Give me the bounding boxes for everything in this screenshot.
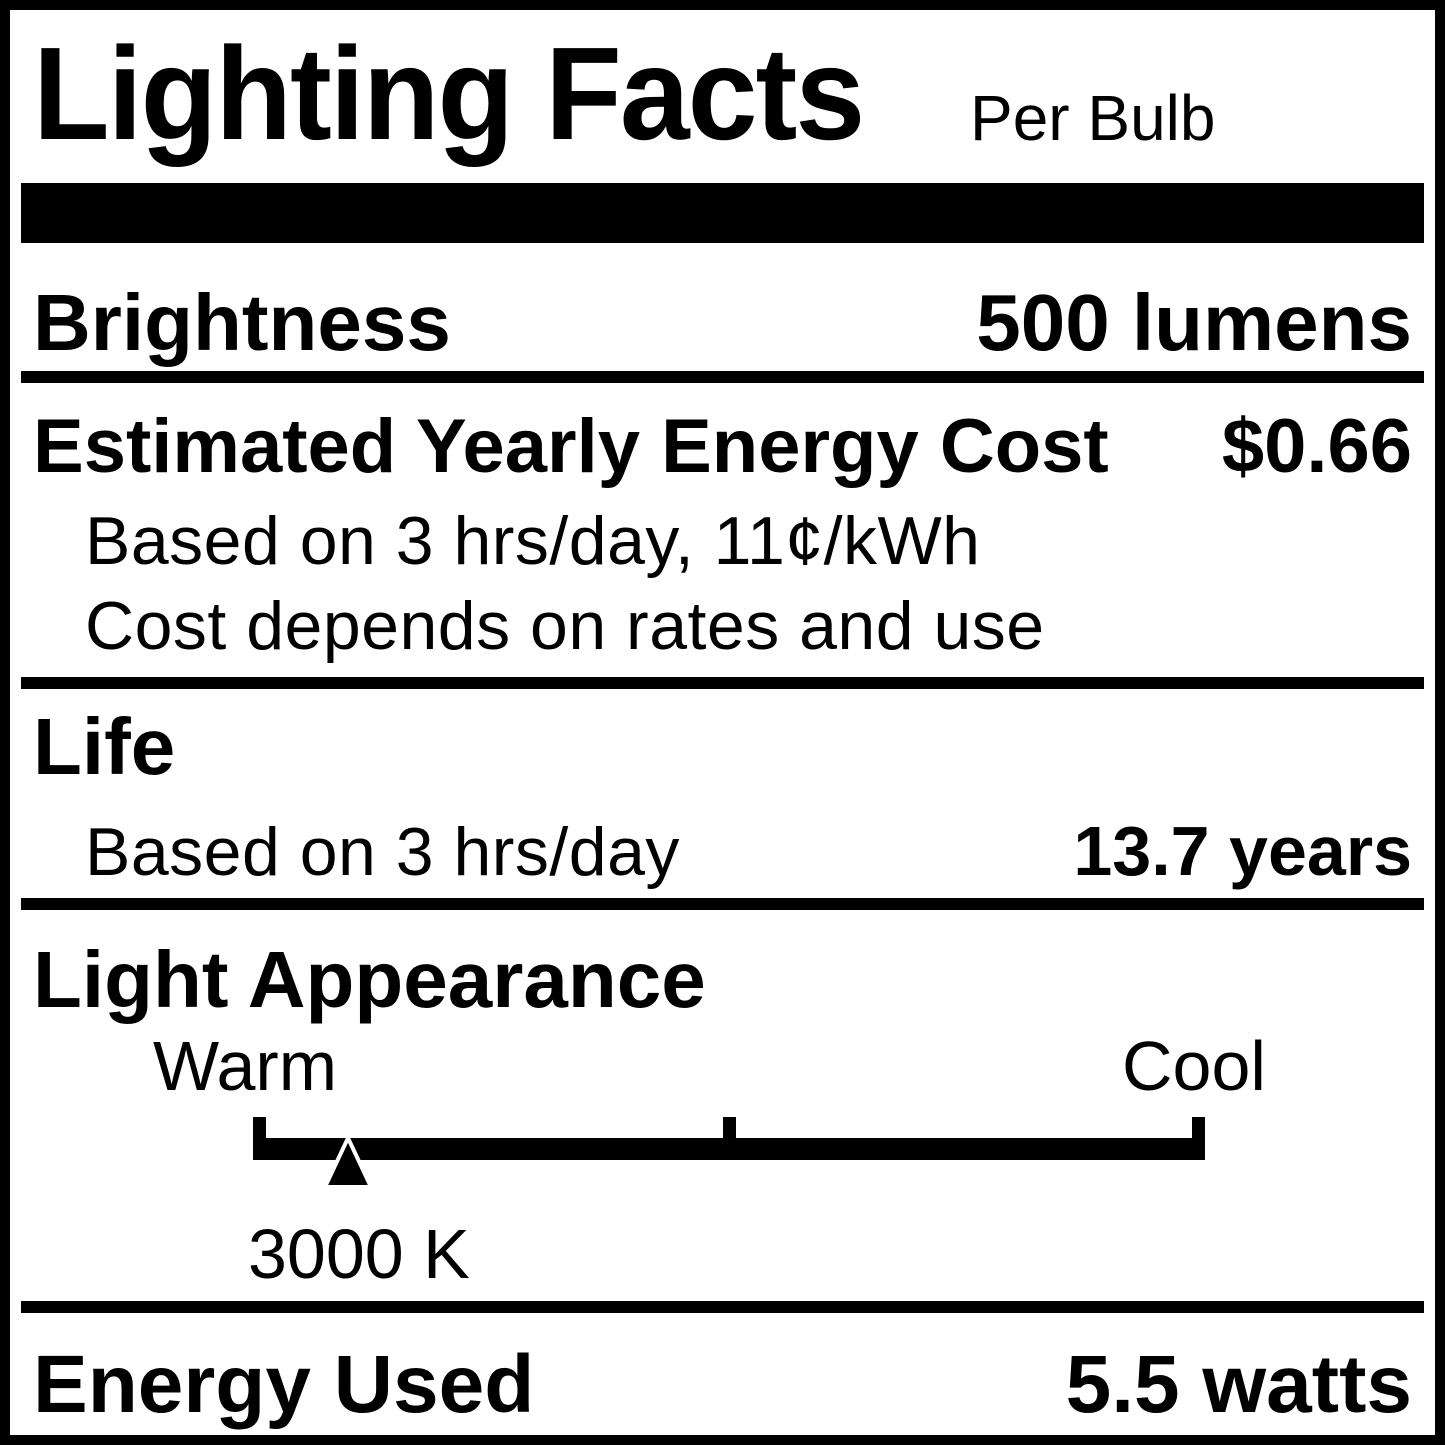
divider (21, 677, 1424, 689)
warm-label: Warm (153, 1027, 338, 1105)
title-separator-bar (21, 183, 1424, 243)
energy-used-value: 5.5 watts (1065, 1339, 1412, 1430)
brightness-label: Brightness (33, 278, 451, 367)
kelvin-pointer-icon (322, 1135, 375, 1189)
label-title-qualifier: Per Bulb (970, 82, 1216, 154)
light-appearance-label: Light Appearance (33, 935, 706, 1024)
divider (21, 371, 1424, 383)
energy-cost-basis-note: Based on 3 hrs/day, 11¢/kWh (85, 503, 981, 579)
energy-cost-disclaimer-note: Cost depends on rates and use (85, 588, 1045, 664)
label-title: Lighting Facts (33, 20, 865, 167)
brightness-row: Brightness 500 lumens (33, 277, 1412, 369)
brightness-value: 500 lumens (976, 278, 1412, 367)
color-temperature-scale (253, 1117, 1205, 1197)
energy-cost-row: Estimated Yearly Energy Cost $0.66 (33, 403, 1412, 490)
energy-used-label: Energy Used (33, 1339, 535, 1430)
kelvin-value: 3000 K (248, 1215, 470, 1293)
energy-used-row: Energy Used 5.5 watts (33, 1338, 1412, 1432)
life-basis-note: Based on 3 hrs/day (85, 814, 680, 890)
scale-bar (253, 1138, 1205, 1160)
life-row: Based on 3 hrs/day 13.7 years (85, 811, 1412, 891)
life-value: 13.7 years (1073, 812, 1412, 890)
cool-label: Cool (1122, 1027, 1266, 1105)
energy-cost-label: Estimated Yearly Energy Cost (33, 404, 1109, 489)
divider (21, 898, 1424, 910)
energy-cost-value: $0.66 (1221, 404, 1412, 489)
divider (21, 1301, 1424, 1313)
life-label: Life (33, 702, 176, 791)
